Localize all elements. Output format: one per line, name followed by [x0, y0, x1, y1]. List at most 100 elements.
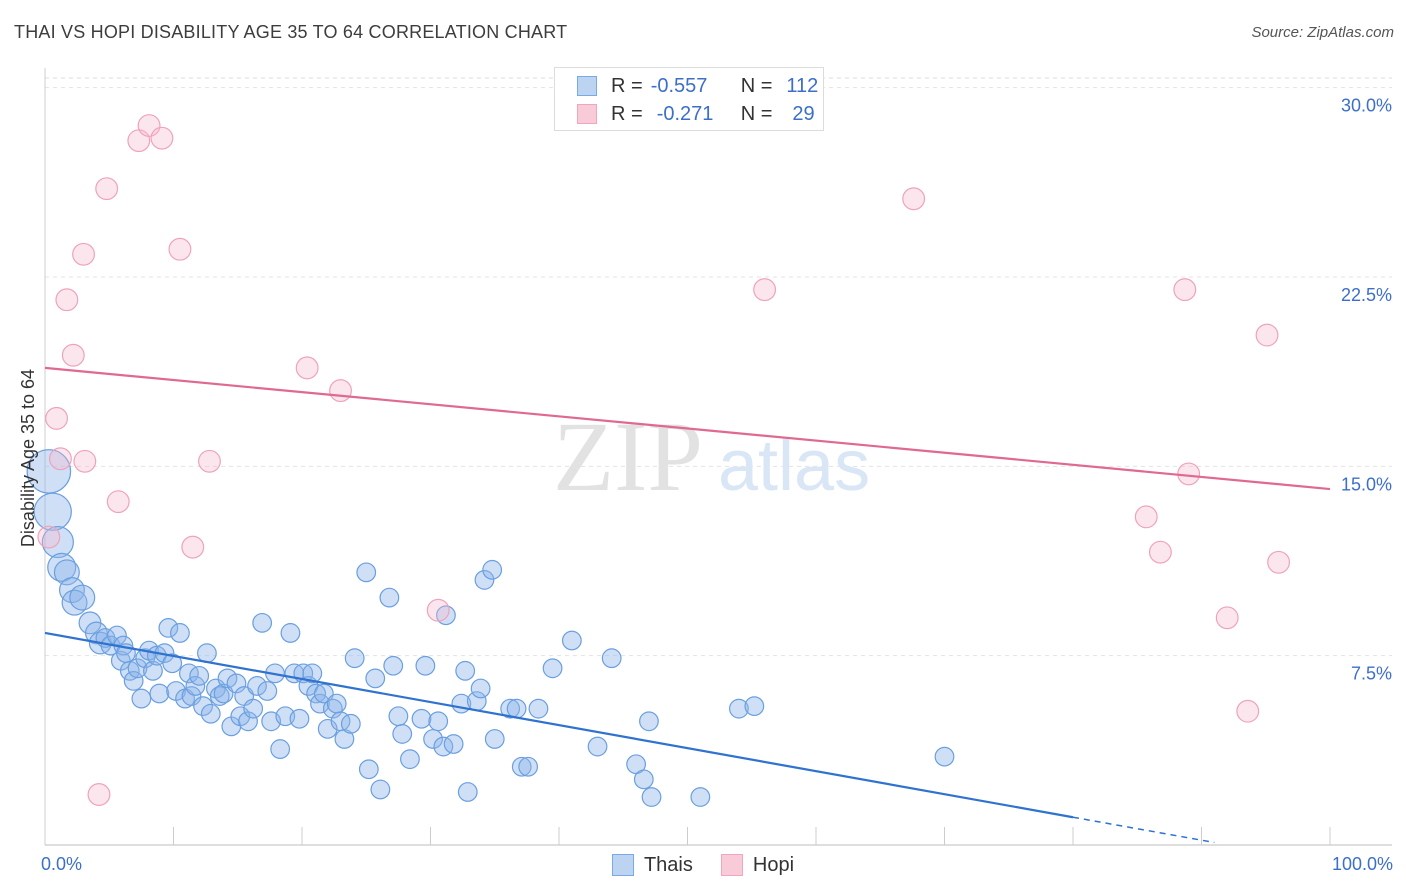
thais-point — [411, 708, 432, 729]
thais-point — [415, 655, 436, 676]
x-tick-label-min: 0.0% — [41, 854, 82, 874]
thais-point — [744, 696, 765, 717]
legend-hopi-swatch — [720, 854, 743, 876]
thais-point — [633, 769, 654, 790]
thais-point — [518, 756, 539, 777]
thais-point — [484, 729, 505, 749]
thais-trend-extension — [1072, 816, 1215, 844]
thais-point — [365, 668, 386, 689]
thais-point — [226, 673, 247, 694]
hopi-point — [1267, 550, 1291, 574]
thais-point — [729, 698, 749, 719]
hopi-point — [168, 237, 192, 261]
watermark-zip: ZIP — [553, 401, 703, 512]
thais-point — [149, 683, 170, 704]
thais-point — [158, 617, 179, 638]
hopi-point — [1236, 699, 1260, 723]
thais-point — [127, 658, 148, 679]
thais-point — [123, 671, 144, 691]
thais-point — [542, 658, 563, 679]
hopi-point — [198, 449, 221, 473]
thais-point — [358, 759, 379, 780]
thais-point — [257, 681, 278, 701]
thais-trend-line — [44, 631, 1074, 819]
thais-point — [270, 739, 291, 759]
hopi-point — [95, 177, 119, 201]
thais-point — [317, 718, 338, 739]
thais-point — [170, 623, 190, 643]
grid-layer — [45, 77, 1392, 657]
thais-point — [247, 676, 267, 696]
thais-point — [243, 698, 264, 719]
thais-point — [428, 711, 449, 732]
hopi-n-value: 29 — [792, 102, 815, 125]
legend-thais-swatch — [611, 854, 634, 876]
thais-r-value: -0.557 — [650, 74, 708, 97]
trend-layer — [44, 366, 1331, 844]
thais-point — [455, 660, 476, 681]
x-tick-label-max: 100.0% — [1332, 854, 1393, 874]
hopi-point — [1255, 323, 1279, 347]
thais-point — [457, 782, 478, 802]
thais-point — [340, 713, 361, 734]
hopi-point — [1173, 278, 1197, 302]
stats-row-hopi: R = -0.271 N = 29 — [555, 100, 815, 128]
hopi-r-label: R = — [611, 102, 643, 125]
thais-point — [119, 660, 140, 681]
y-tick-label: 15.0% — [1341, 474, 1392, 494]
legend-thais-label: Thais — [643, 853, 693, 876]
hopi-point — [72, 242, 96, 266]
thais-point — [310, 693, 330, 714]
thais-point — [400, 749, 420, 770]
thais-point — [200, 703, 221, 724]
thais-point — [217, 668, 238, 689]
thais-point — [561, 630, 582, 651]
thais-point — [436, 605, 456, 626]
legend-item-thais[interactable]: Thais — [611, 853, 693, 877]
hopi-point — [37, 525, 61, 549]
axis-layer: 7.5% 15.0% 22.5% 30.0% 0.0% 100.0% — [41, 68, 1393, 874]
hopi-point — [87, 783, 111, 806]
thais-point — [193, 696, 213, 717]
thais-r-label: R = — [611, 74, 643, 97]
hopi-r-value: -0.271 — [656, 102, 714, 125]
thais-point — [528, 698, 549, 719]
chart-title: THAI VS HOPI DISABILITY AGE 35 TO 64 COR… — [14, 22, 568, 42]
thais-point — [289, 708, 310, 729]
thais-point — [306, 683, 327, 704]
thais-point — [392, 724, 413, 744]
legend-hopi-label: Hopi — [752, 853, 795, 876]
y-tick-label: 22.5% — [1341, 285, 1392, 305]
thais-point — [482, 559, 503, 580]
thais-n-label: N = — [740, 74, 773, 97]
thais-point — [238, 711, 258, 732]
source-label: Source: ZipAtlas.com — [1251, 24, 1394, 41]
hopi-point — [61, 343, 85, 367]
hopi-point — [426, 598, 450, 622]
stats-row-thais: R = -0.557 N = 112 — [555, 72, 818, 100]
hopi-point — [106, 490, 130, 514]
watermark: ZIP atlas — [553, 401, 870, 512]
hopi-point — [329, 379, 352, 403]
y-axis-label: Disability Age 35 to 64 — [18, 369, 38, 547]
thais-point — [326, 693, 347, 714]
thais-point — [69, 584, 96, 611]
thais-point — [356, 562, 377, 583]
thais-n-value: 112 — [786, 74, 819, 97]
hopi-point — [73, 449, 97, 473]
points-layer — [26, 114, 1291, 807]
thais-point — [143, 660, 163, 681]
hopi-point — [1134, 505, 1158, 529]
chart-legend: Thais Hopi — [0, 852, 1406, 878]
thais-point — [252, 612, 273, 633]
hopi-n-label: N = — [740, 102, 773, 125]
thais-point — [379, 587, 400, 608]
hopi-point — [1148, 540, 1172, 564]
hopi-point — [902, 187, 926, 211]
thais-point — [601, 648, 622, 669]
thais-point — [162, 653, 183, 674]
legend-item-hopi[interactable]: Hopi — [720, 853, 795, 877]
thais-point — [33, 492, 72, 531]
hopi-point — [295, 356, 319, 380]
